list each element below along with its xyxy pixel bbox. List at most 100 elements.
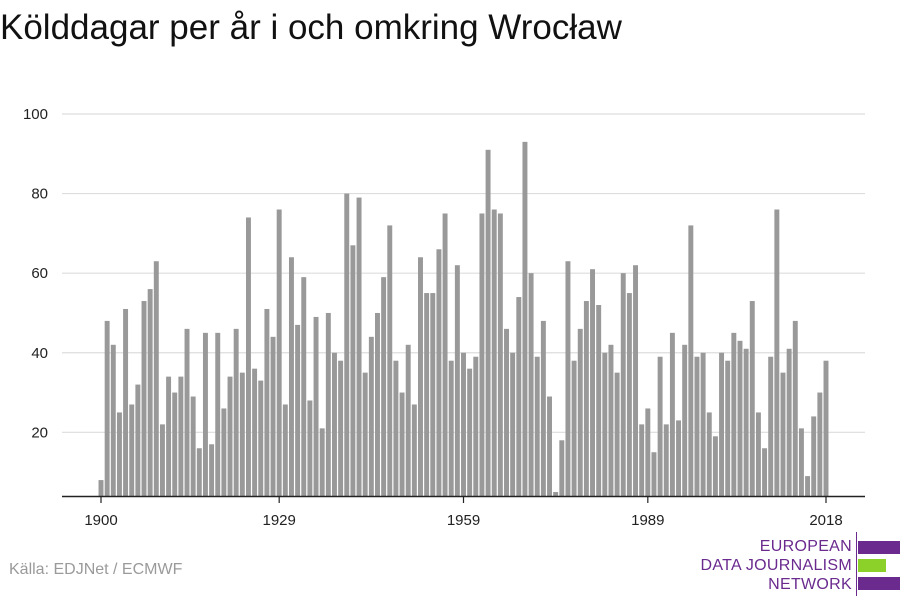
bar	[749, 301, 755, 496]
bar	[663, 424, 669, 496]
bar	[614, 372, 620, 496]
bar	[792, 320, 798, 496]
bar	[227, 376, 233, 496]
bar	[135, 384, 141, 496]
bar	[393, 360, 399, 496]
x-tick-label: 1989	[631, 512, 664, 529]
y-tick-label: 100	[23, 106, 48, 123]
bar	[301, 277, 307, 496]
bar	[639, 424, 645, 496]
bar	[442, 213, 448, 496]
bar	[497, 213, 503, 496]
bar	[528, 273, 534, 496]
bar	[743, 348, 749, 496]
bar	[504, 328, 509, 496]
bar	[657, 356, 663, 496]
bar	[817, 392, 823, 496]
y-tick-label: 40	[31, 345, 48, 362]
edjnet-logo: EUROPEAN DATA JOURNALISM NETWORK	[700, 532, 900, 596]
bar	[608, 344, 614, 496]
bar	[467, 368, 473, 496]
bar	[196, 448, 202, 496]
bar	[325, 312, 331, 496]
bar	[633, 265, 639, 496]
y-tick-label: 20	[31, 424, 48, 441]
logo-divider	[856, 532, 857, 596]
bar	[270, 336, 276, 496]
y-tick-label: 80	[31, 186, 48, 203]
bar	[565, 261, 571, 496]
bar	[823, 360, 829, 496]
bar	[731, 332, 737, 496]
y-tick-label: 60	[31, 265, 48, 282]
bar	[159, 424, 165, 496]
bar	[669, 332, 675, 496]
bar	[780, 372, 786, 496]
x-tick-label: 1900	[84, 512, 117, 529]
bar	[583, 301, 589, 496]
bar	[215, 332, 221, 496]
bar	[110, 344, 116, 496]
bar	[202, 332, 208, 496]
bar	[571, 360, 577, 496]
source-note: Källa: EDJNet / ECMWF	[9, 561, 183, 578]
bar	[153, 261, 159, 496]
bar	[706, 412, 712, 496]
bar	[805, 476, 811, 496]
bar	[620, 273, 626, 496]
bar	[688, 225, 694, 496]
bar	[209, 444, 215, 496]
bar	[473, 356, 479, 496]
logo-bar-bottom	[858, 577, 900, 590]
bar	[282, 404, 288, 496]
bar	[129, 404, 135, 496]
bar	[313, 316, 319, 496]
bar	[104, 320, 110, 496]
bar	[651, 452, 657, 496]
bar	[774, 209, 780, 496]
bar	[178, 376, 184, 496]
bar	[288, 257, 294, 496]
bar	[798, 428, 804, 496]
bar	[98, 480, 104, 496]
bar	[676, 420, 682, 496]
bar	[307, 400, 313, 496]
bar	[418, 257, 423, 496]
x-tick-label: 1929	[262, 512, 295, 529]
logo-line-3: NETWORK	[768, 576, 852, 593]
bar	[590, 269, 595, 496]
bar	[553, 492, 559, 496]
bar	[368, 336, 374, 496]
bar	[725, 360, 731, 496]
x-tick-label: 1959	[447, 512, 480, 529]
bar	[645, 408, 651, 496]
bar	[577, 328, 583, 496]
bar	[626, 293, 632, 496]
bar	[602, 352, 608, 496]
bar	[184, 328, 190, 496]
bar	[436, 249, 442, 496]
bar	[411, 404, 417, 496]
bar	[166, 376, 172, 496]
bar	[338, 360, 344, 496]
logo-line-1: EUROPEAN	[759, 538, 852, 555]
bar	[424, 293, 430, 496]
bar	[485, 149, 491, 496]
bar	[123, 308, 129, 496]
bar	[712, 436, 718, 496]
bar	[534, 356, 540, 496]
bar	[264, 308, 270, 496]
bar	[245, 217, 251, 497]
bar	[258, 380, 264, 496]
bar	[233, 328, 239, 496]
logo-bar-middle	[858, 559, 886, 572]
bar	[559, 440, 565, 496]
bar	[295, 324, 301, 496]
bar	[381, 277, 387, 496]
logo-line-2: DATA JOURNALISM	[700, 557, 852, 574]
bar	[448, 360, 454, 496]
bar	[694, 356, 700, 496]
bar	[387, 225, 393, 496]
bar	[596, 305, 602, 496]
